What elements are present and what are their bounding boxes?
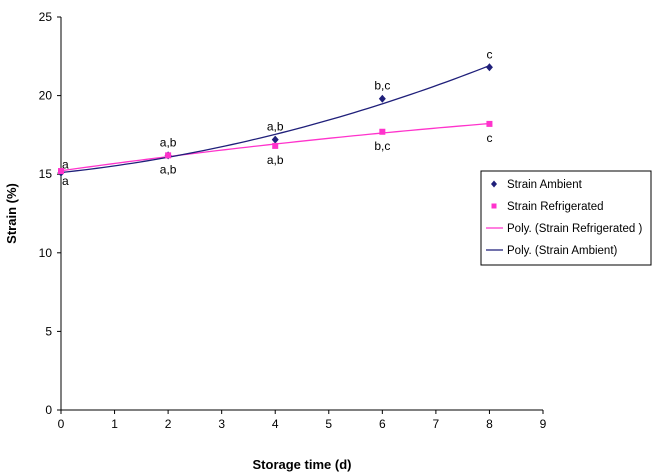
- data-point: [486, 120, 493, 127]
- point-annotation: c: [486, 47, 492, 61]
- legend: Strain Ambient Strain Refrigerated Poly. (…: [480, 170, 652, 266]
- y-tick-label: 0: [45, 403, 52, 417]
- point-annotation: b,c: [374, 79, 390, 93]
- x-axis-title: Storage time (d): [253, 457, 352, 472]
- point-annotation: a,b: [267, 120, 284, 134]
- data-point: [271, 135, 279, 144]
- x-tick-label: 7: [433, 417, 440, 431]
- point-annotation: a,b: [160, 135, 177, 149]
- x-tick-label: 1: [111, 417, 118, 431]
- x-tick-label: 2: [165, 417, 172, 431]
- y-tick-label: 10: [39, 246, 53, 260]
- trend-line: [60, 65, 490, 174]
- data-point: [272, 142, 279, 149]
- plot-area: a a,b a,b b,c c a a,b a,b b,c c: [57, 47, 493, 188]
- legend-entry: Strain Ambient: [507, 179, 583, 191]
- y-tick-label: 20: [39, 89, 53, 103]
- x-tick-label: 3: [218, 417, 225, 431]
- x-tick-label: 4: [272, 417, 279, 431]
- point-annotation: a: [62, 174, 69, 188]
- x-tick-label: 8: [486, 417, 493, 431]
- point-annotation: a: [62, 158, 69, 172]
- data-point: [379, 128, 386, 135]
- legend-entry: Poly. (Strain Ambient): [507, 245, 618, 257]
- y-tick-label: 25: [39, 10, 53, 24]
- y-axis-title: Strain (%): [4, 183, 19, 244]
- y-tick-label: 5: [45, 324, 52, 338]
- x-tick-label: 0: [58, 417, 65, 431]
- x-tick-label: 5: [325, 417, 332, 431]
- y-tick-label: 15: [39, 167, 53, 181]
- legend-swatch: [491, 180, 497, 188]
- axes: 0 1 2 3 4 5 6 7 8 9 0 5 10 15 20 25: [39, 10, 547, 431]
- legend-entry: Strain Refrigerated: [507, 201, 604, 213]
- x-tick-label: 9: [540, 417, 547, 431]
- x-tick-label: 6: [379, 417, 386, 431]
- legend-entry: Poly. (Strain Refrigerated ): [507, 223, 642, 235]
- data-point: [165, 152, 172, 159]
- data-point: [58, 168, 64, 175]
- legend-box: [480, 170, 652, 266]
- point-annotation: a,b: [267, 153, 284, 167]
- point-annotation: b,c: [374, 139, 390, 153]
- legend-swatch: [491, 203, 497, 209]
- data-point: [378, 94, 386, 103]
- point-annotation: c: [486, 131, 492, 145]
- data-point: [485, 63, 493, 72]
- point-annotation: a,b: [160, 162, 177, 176]
